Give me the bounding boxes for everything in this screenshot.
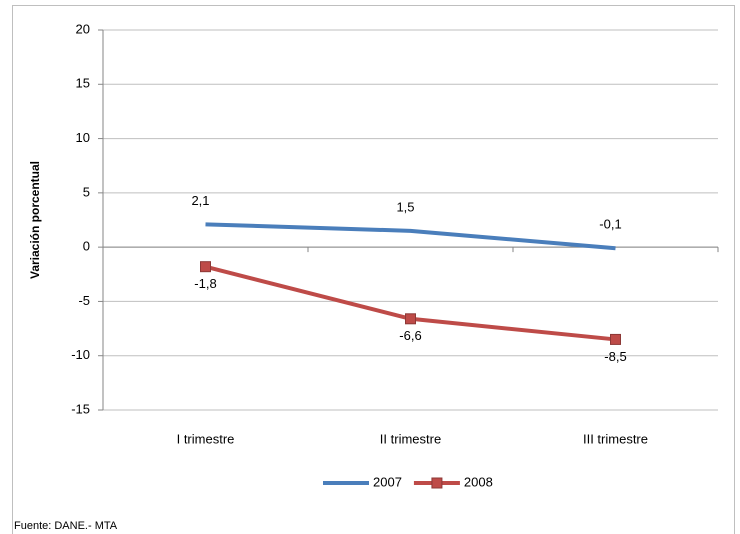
y-tick-label: 20 [76,21,90,36]
x-tick-label: II trimestre [380,431,441,446]
source: Fuente: DANE.- MTA [14,520,118,532]
x-tick-label: III trimestre [583,431,648,446]
y-tick-label: -10 [71,347,90,362]
marker [610,333,621,345]
legend-label: 2008 [464,474,493,489]
y-tick-label: 5 [83,184,90,199]
data-label: -0,1 [599,217,621,232]
data-label: -6,6 [399,328,421,343]
marker [200,261,211,273]
y-axis-label: Variación porcentual [28,161,42,279]
y-tick-label: 10 [76,130,90,145]
data-label: 2,1 [191,193,209,208]
data-label: -8,5 [604,349,626,364]
y-tick-label: 0 [83,239,90,254]
data-label: 1,5 [396,199,414,214]
y-tick-label: -5 [78,293,90,308]
chart-border [12,5,735,534]
y-tick-label: -15 [71,401,90,416]
legend-marker [431,477,443,489]
data-label: -1,8 [194,276,216,291]
legend-label: 2007 [373,474,402,489]
x-tick-label: I trimestre [177,431,235,446]
y-tick-label: 15 [76,76,90,91]
series-line [205,222,616,251]
marker [405,313,416,325]
